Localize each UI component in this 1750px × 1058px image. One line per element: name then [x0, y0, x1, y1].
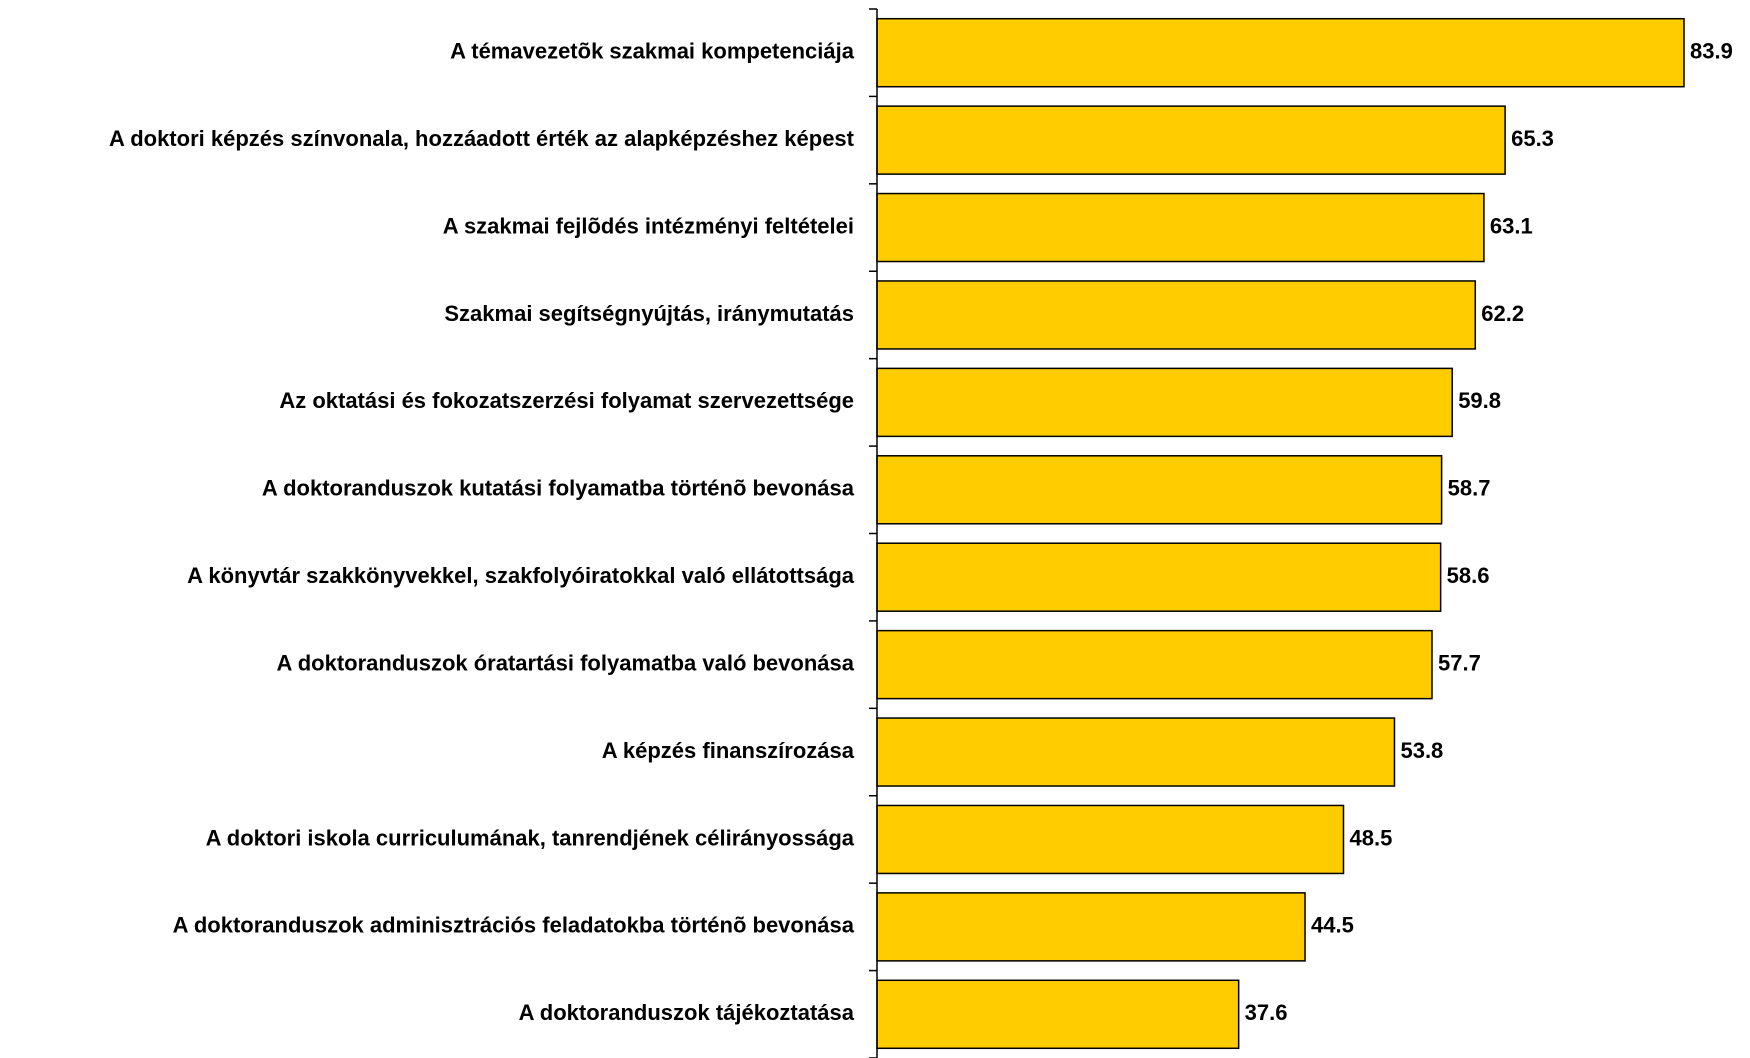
y-tick-label: A doktoranduszok adminisztrációs feladat… [173, 913, 855, 938]
bar [876, 280, 1477, 350]
bar [876, 717, 1396, 787]
bar [876, 804, 1345, 875]
data-label: 62.2 [1481, 301, 1524, 326]
y-tick-label: A doktori képzés színvonala, hozzáadott … [109, 126, 855, 151]
y-tick-label: A szakmai fejlõdés intézményi feltételei [443, 213, 854, 238]
data-label: 65.3 [1511, 126, 1554, 151]
data-label: 58.6 [1447, 563, 1490, 588]
y-tick-label: A képzés finanszírozása [602, 738, 855, 763]
y-tick-label: A témavezetõk szakmai kompetenciája [450, 39, 855, 64]
bar [876, 367, 1453, 438]
bar [876, 892, 1306, 962]
y-tick-label: Szakmai segítségnyújtás, iránymutatás [444, 301, 854, 326]
y-tick-label: A doktoranduszok tájékoztatása [519, 1000, 855, 1025]
data-label: 44.5 [1311, 913, 1354, 938]
data-label: 37.6 [1245, 1000, 1288, 1025]
bar [876, 192, 1485, 263]
bar [876, 629, 1433, 700]
bar [876, 455, 1443, 525]
data-label: 63.1 [1490, 213, 1533, 238]
data-label: 57.7 [1438, 650, 1481, 675]
y-tick-label: A doktoranduszok óratartási folyamatba v… [277, 650, 855, 675]
bar [876, 542, 1442, 612]
bar [876, 105, 1506, 175]
y-tick-label: A könyvtár szakkönyvekkel, szakfolyóirat… [187, 563, 855, 588]
data-label: 58.7 [1448, 476, 1491, 501]
data-label: 53.8 [1400, 738, 1443, 763]
y-tick-label: A doktori iskola curriculumának, tanrend… [206, 825, 855, 850]
data-label: 48.5 [1350, 825, 1393, 850]
bar [876, 17, 1685, 88]
bar [876, 979, 1240, 1050]
data-label: 59.8 [1458, 388, 1501, 413]
data-label: 83.9 [1690, 39, 1733, 64]
y-tick-label: Az oktatási és fokozatszerzési folyamat … [279, 388, 854, 413]
y-tick-label: A doktoranduszok kutatási folyamatba tör… [262, 476, 855, 501]
